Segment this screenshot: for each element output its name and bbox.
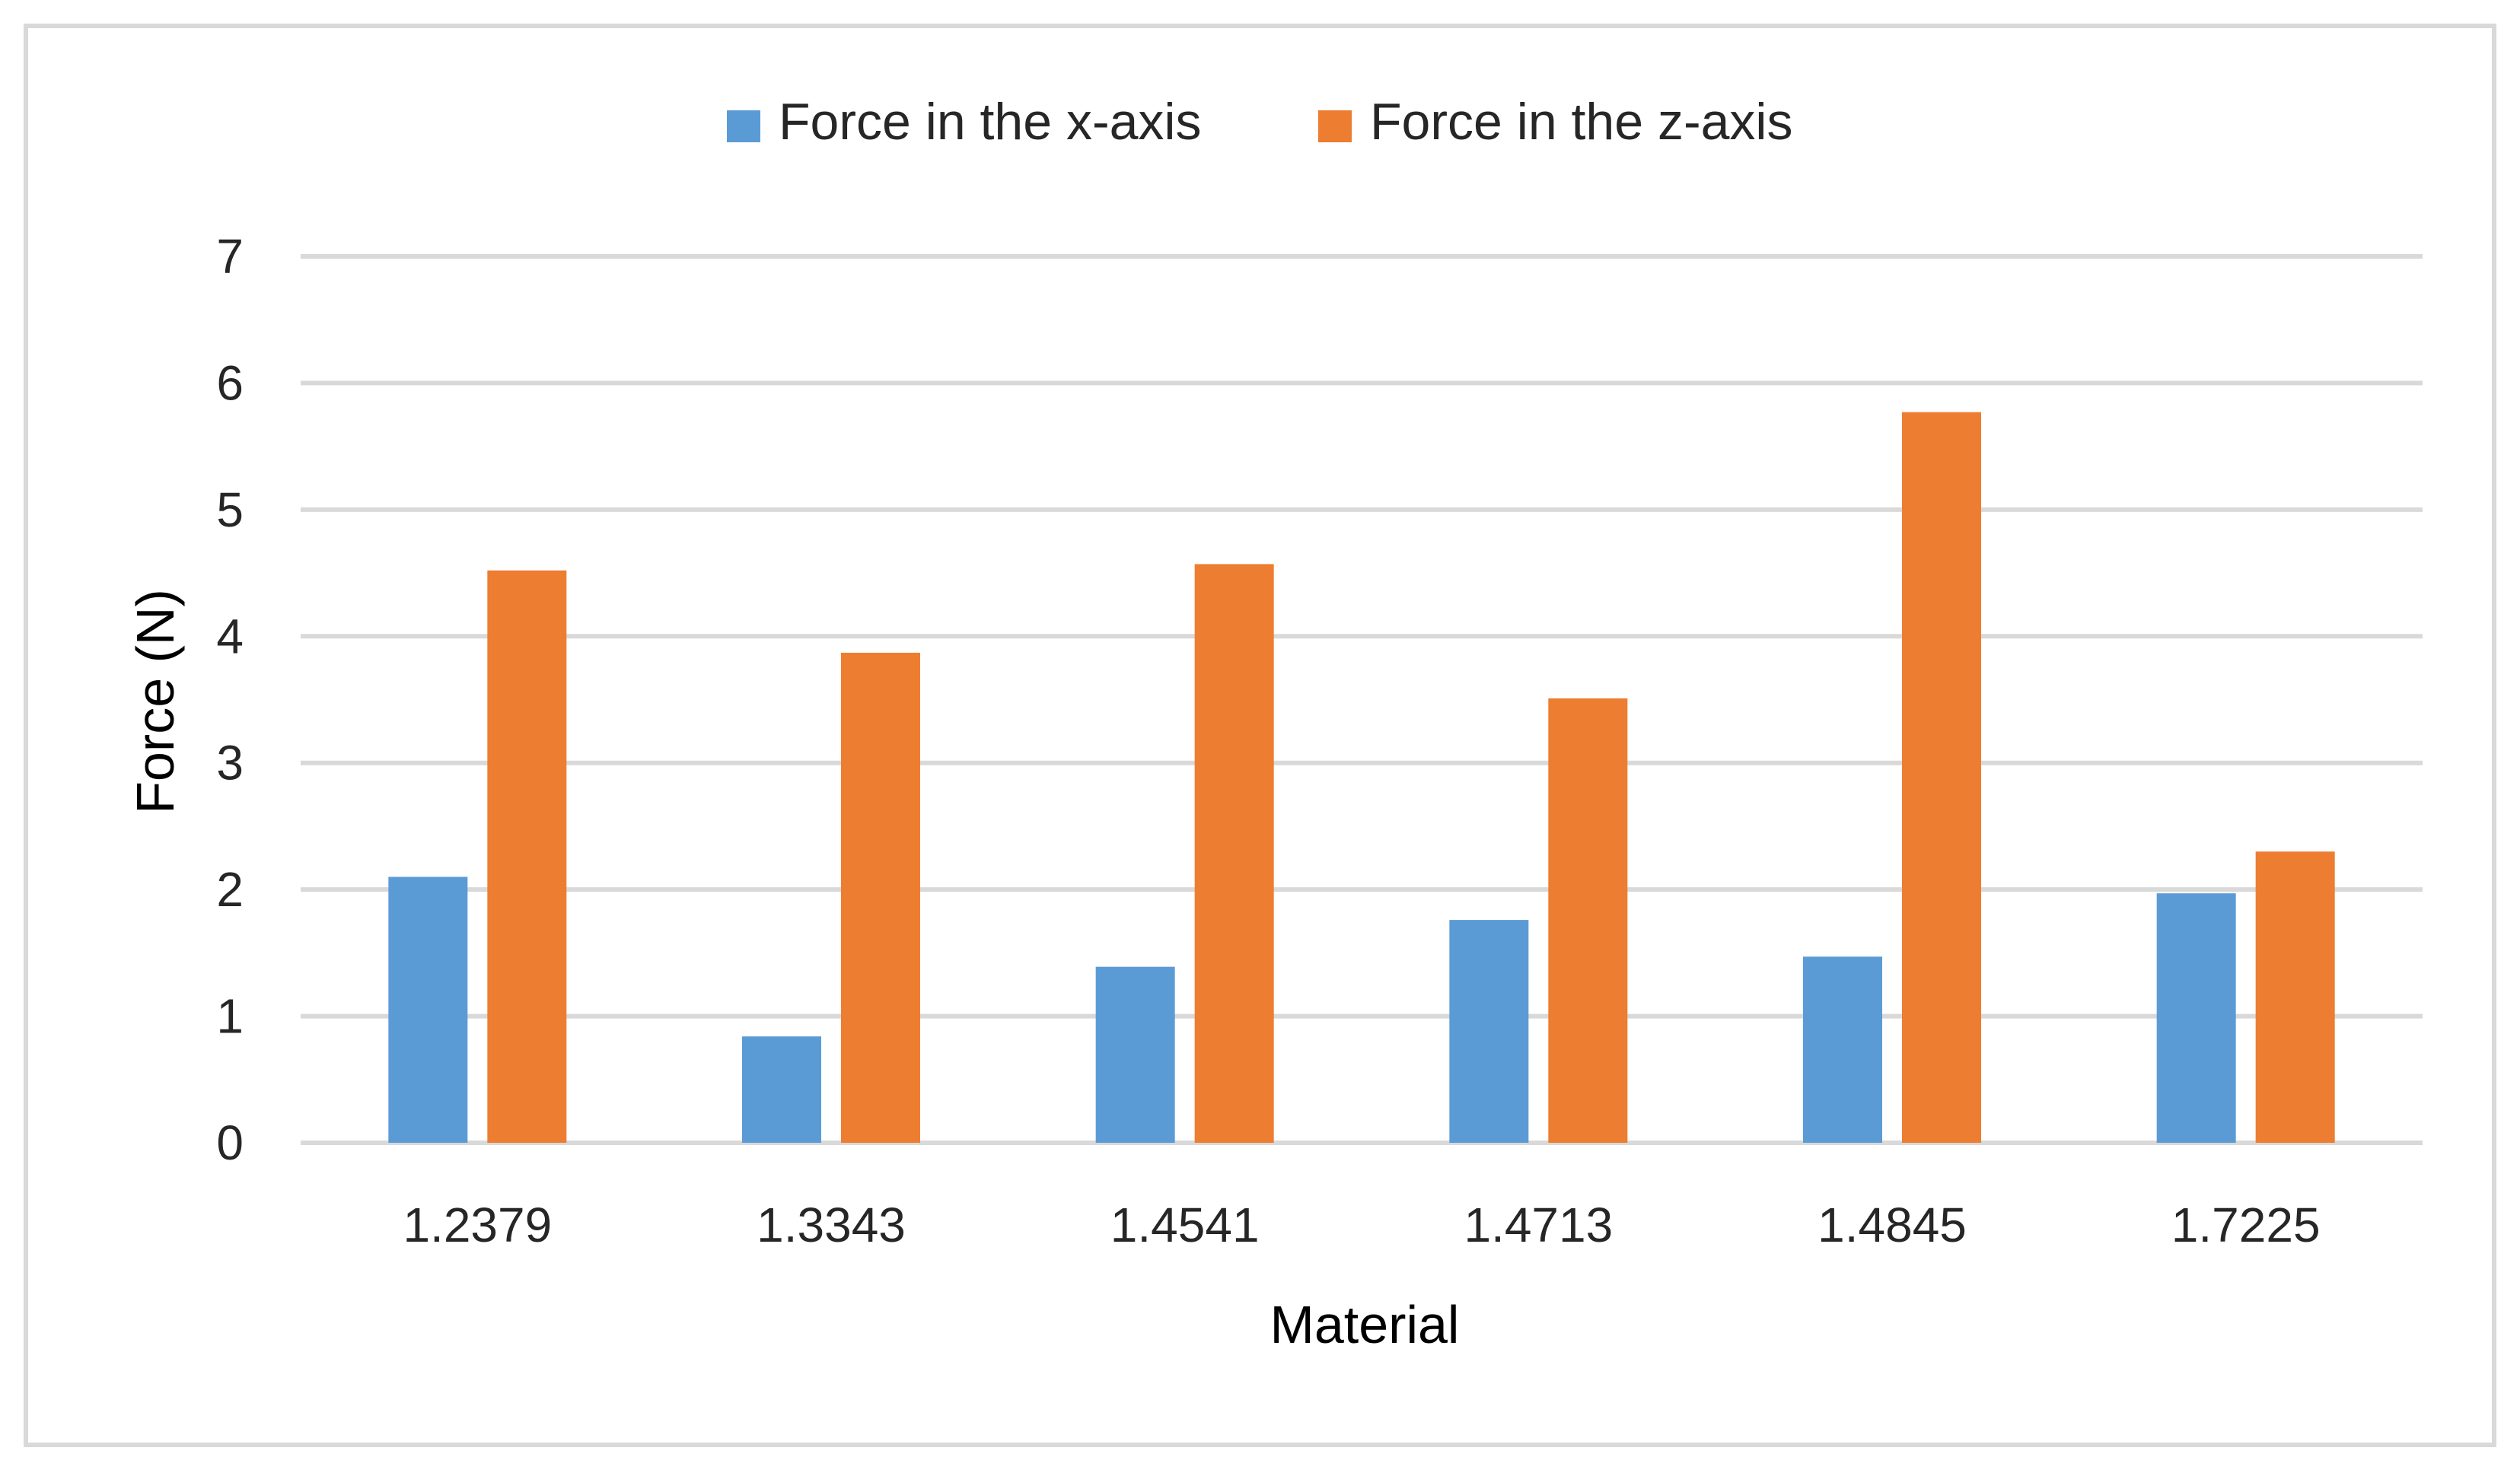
bar-z-axis-1.4713 bbox=[1548, 698, 1628, 1143]
x-axis-label: Material bbox=[1270, 1295, 1460, 1354]
y-tick-labels: 0 1 2 3 4 5 6 7 bbox=[216, 229, 244, 1170]
legend-label-z-axis: Force in the z-axis bbox=[1370, 93, 1793, 151]
y-tick-label: 1 bbox=[216, 989, 244, 1044]
bar-x-axis-1.7225 bbox=[2156, 893, 2236, 1143]
y-tick-label: 3 bbox=[216, 736, 244, 791]
gridlines bbox=[301, 254, 2423, 1145]
bar-x-axis-1.4541 bbox=[1095, 966, 1175, 1143]
bar-x-axis-1.3343 bbox=[742, 1036, 821, 1143]
x-tick-label: 1.2379 bbox=[403, 1198, 552, 1252]
bar-x-axis-1.4845 bbox=[1803, 956, 1882, 1143]
bar-z-axis-1.4541 bbox=[1194, 564, 1274, 1143]
bar-z-axis-1.2379 bbox=[487, 570, 567, 1143]
bar-z-axis-1.3343 bbox=[841, 652, 920, 1143]
bars bbox=[388, 412, 2335, 1143]
legend-swatch-x-axis bbox=[727, 110, 760, 142]
bar-z-axis-1.4845 bbox=[1902, 412, 1981, 1143]
legend-label-x-axis: Force in the x-axis bbox=[779, 93, 1202, 151]
x-tick-label: 1.4541 bbox=[1110, 1198, 1260, 1252]
y-tick-label: 0 bbox=[216, 1115, 244, 1170]
y-axis-label: Force (N) bbox=[126, 589, 185, 814]
y-tick-label: 4 bbox=[216, 609, 244, 663]
bar-x-axis-1.2379 bbox=[388, 876, 468, 1143]
x-tick-labels: 1.2379 1.3343 1.4541 1.4713 1.4845 1.7225 bbox=[403, 1198, 2320, 1252]
bar-x-axis-1.4713 bbox=[1449, 920, 1529, 1143]
y-tick-label: 2 bbox=[216, 862, 244, 917]
legend: Force in the x-axis Force in the z-axis bbox=[727, 93, 1793, 151]
y-tick-label: 7 bbox=[216, 229, 244, 284]
x-tick-label: 1.7225 bbox=[2171, 1198, 2321, 1252]
y-tick-label: 5 bbox=[216, 482, 244, 537]
bar-z-axis-1.7225 bbox=[2255, 851, 2335, 1143]
x-tick-label: 1.4713 bbox=[1464, 1198, 1613, 1252]
x-tick-label: 1.4845 bbox=[1818, 1198, 1967, 1252]
y-tick-label: 6 bbox=[216, 355, 244, 410]
legend-swatch-z-axis bbox=[1318, 110, 1352, 142]
x-tick-label: 1.3343 bbox=[757, 1198, 906, 1252]
